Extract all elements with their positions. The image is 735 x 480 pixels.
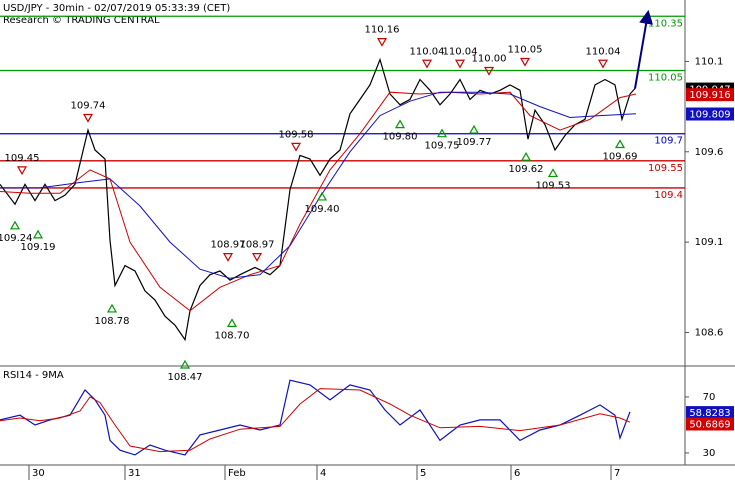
x-tick-label: Feb	[228, 468, 246, 479]
x-tick-label: 7	[614, 468, 620, 479]
series-line	[0, 91, 637, 312]
series-line	[0, 379, 631, 456]
low-marker	[394, 119, 406, 129]
high-marker	[82, 113, 94, 123]
low-marker	[226, 318, 238, 328]
high-marker	[290, 142, 302, 152]
last-value-box	[686, 107, 734, 121]
level-label: 110.05	[648, 72, 683, 83]
series-line	[0, 388, 631, 453]
last-value-label: 58.8283	[689, 408, 730, 419]
low-marker	[32, 229, 44, 239]
forecast-arrow	[634, 9, 654, 89]
low-marker	[468, 124, 480, 134]
x-tick-label: 30	[32, 468, 45, 479]
annotation-label: 109.80	[383, 132, 418, 143]
annotation-label: 110.04	[410, 46, 445, 57]
chart-subtitle: Research © TRADING CENTRAL	[3, 15, 160, 26]
annotation-label: 109.69	[603, 152, 638, 163]
annotation-label: 109.62	[509, 164, 544, 175]
chart-title: USD/JPY - 30min - 02/07/2019 05:33:39 (C…	[3, 3, 230, 14]
annotation-label: 109.40	[305, 204, 340, 215]
y-tick-label: 70	[703, 392, 716, 403]
y-tick-label: 109.1	[695, 237, 724, 248]
last-value-label: 50.6869	[689, 419, 730, 430]
x-tick-label: 5	[420, 468, 426, 479]
annotation-label: 108.47	[168, 372, 203, 383]
low-marker	[106, 303, 118, 313]
level-label: 109.4	[654, 190, 683, 201]
low-marker	[179, 359, 191, 369]
low-marker	[9, 220, 21, 230]
annotation-label: 108.97	[240, 240, 275, 251]
high-marker	[483, 66, 495, 76]
last-value-label: 109.916	[689, 90, 730, 101]
high-marker	[421, 59, 433, 69]
level-label: 109.7	[654, 136, 683, 147]
last-value-box	[686, 417, 734, 431]
low-marker	[436, 128, 448, 138]
annotation-label: 109.45	[5, 153, 40, 164]
low-marker	[520, 151, 532, 161]
low-marker	[614, 139, 626, 149]
series-line	[0, 57, 636, 342]
annotation-label: 109.24	[0, 233, 33, 244]
last-value-box	[686, 88, 734, 102]
high-marker	[251, 253, 263, 262]
level-label: 109.55	[648, 163, 683, 174]
level-label: 110.35	[648, 18, 683, 29]
annotation-label: 109.19	[21, 242, 56, 253]
low-marker	[316, 191, 328, 201]
y-tick-label: 110.1	[695, 56, 724, 67]
x-tick-label: 4	[320, 468, 326, 479]
annotation-label: 109.75	[425, 141, 460, 152]
high-marker	[519, 57, 531, 67]
low-marker	[547, 168, 559, 178]
high-marker	[16, 166, 28, 176]
y-tick-label: 108.6	[695, 327, 724, 338]
annotation-label: 108.78	[95, 316, 130, 327]
annotation-label: 109.53	[536, 180, 571, 191]
annotation-label: 108.70	[215, 330, 250, 341]
x-tick-label: 31	[128, 468, 141, 479]
annotation-label: 109.77	[457, 137, 492, 148]
annotation-label: 110.04	[586, 46, 621, 57]
high-marker	[597, 59, 609, 69]
annotation-label: 110.00	[472, 54, 507, 65]
annotation-label: 110.16	[365, 25, 400, 36]
last-value-box	[686, 406, 734, 420]
high-marker	[222, 253, 234, 262]
annotation-label: 110.05	[508, 44, 543, 55]
annotation-label: 110.04	[443, 46, 478, 57]
y-tick-label: 109.6	[695, 147, 724, 158]
high-marker	[454, 59, 466, 69]
rsi-title: RSI14 - 9MA	[3, 370, 64, 381]
last-value-label: 109.809	[689, 110, 730, 121]
annotation-label: 109.74	[71, 100, 106, 111]
annotation-label: 109.58	[279, 129, 314, 140]
high-marker	[376, 37, 388, 47]
x-tick-label: 6	[514, 468, 520, 479]
annotation-label: 108.97	[211, 240, 246, 251]
y-tick-label: 30	[703, 448, 716, 459]
